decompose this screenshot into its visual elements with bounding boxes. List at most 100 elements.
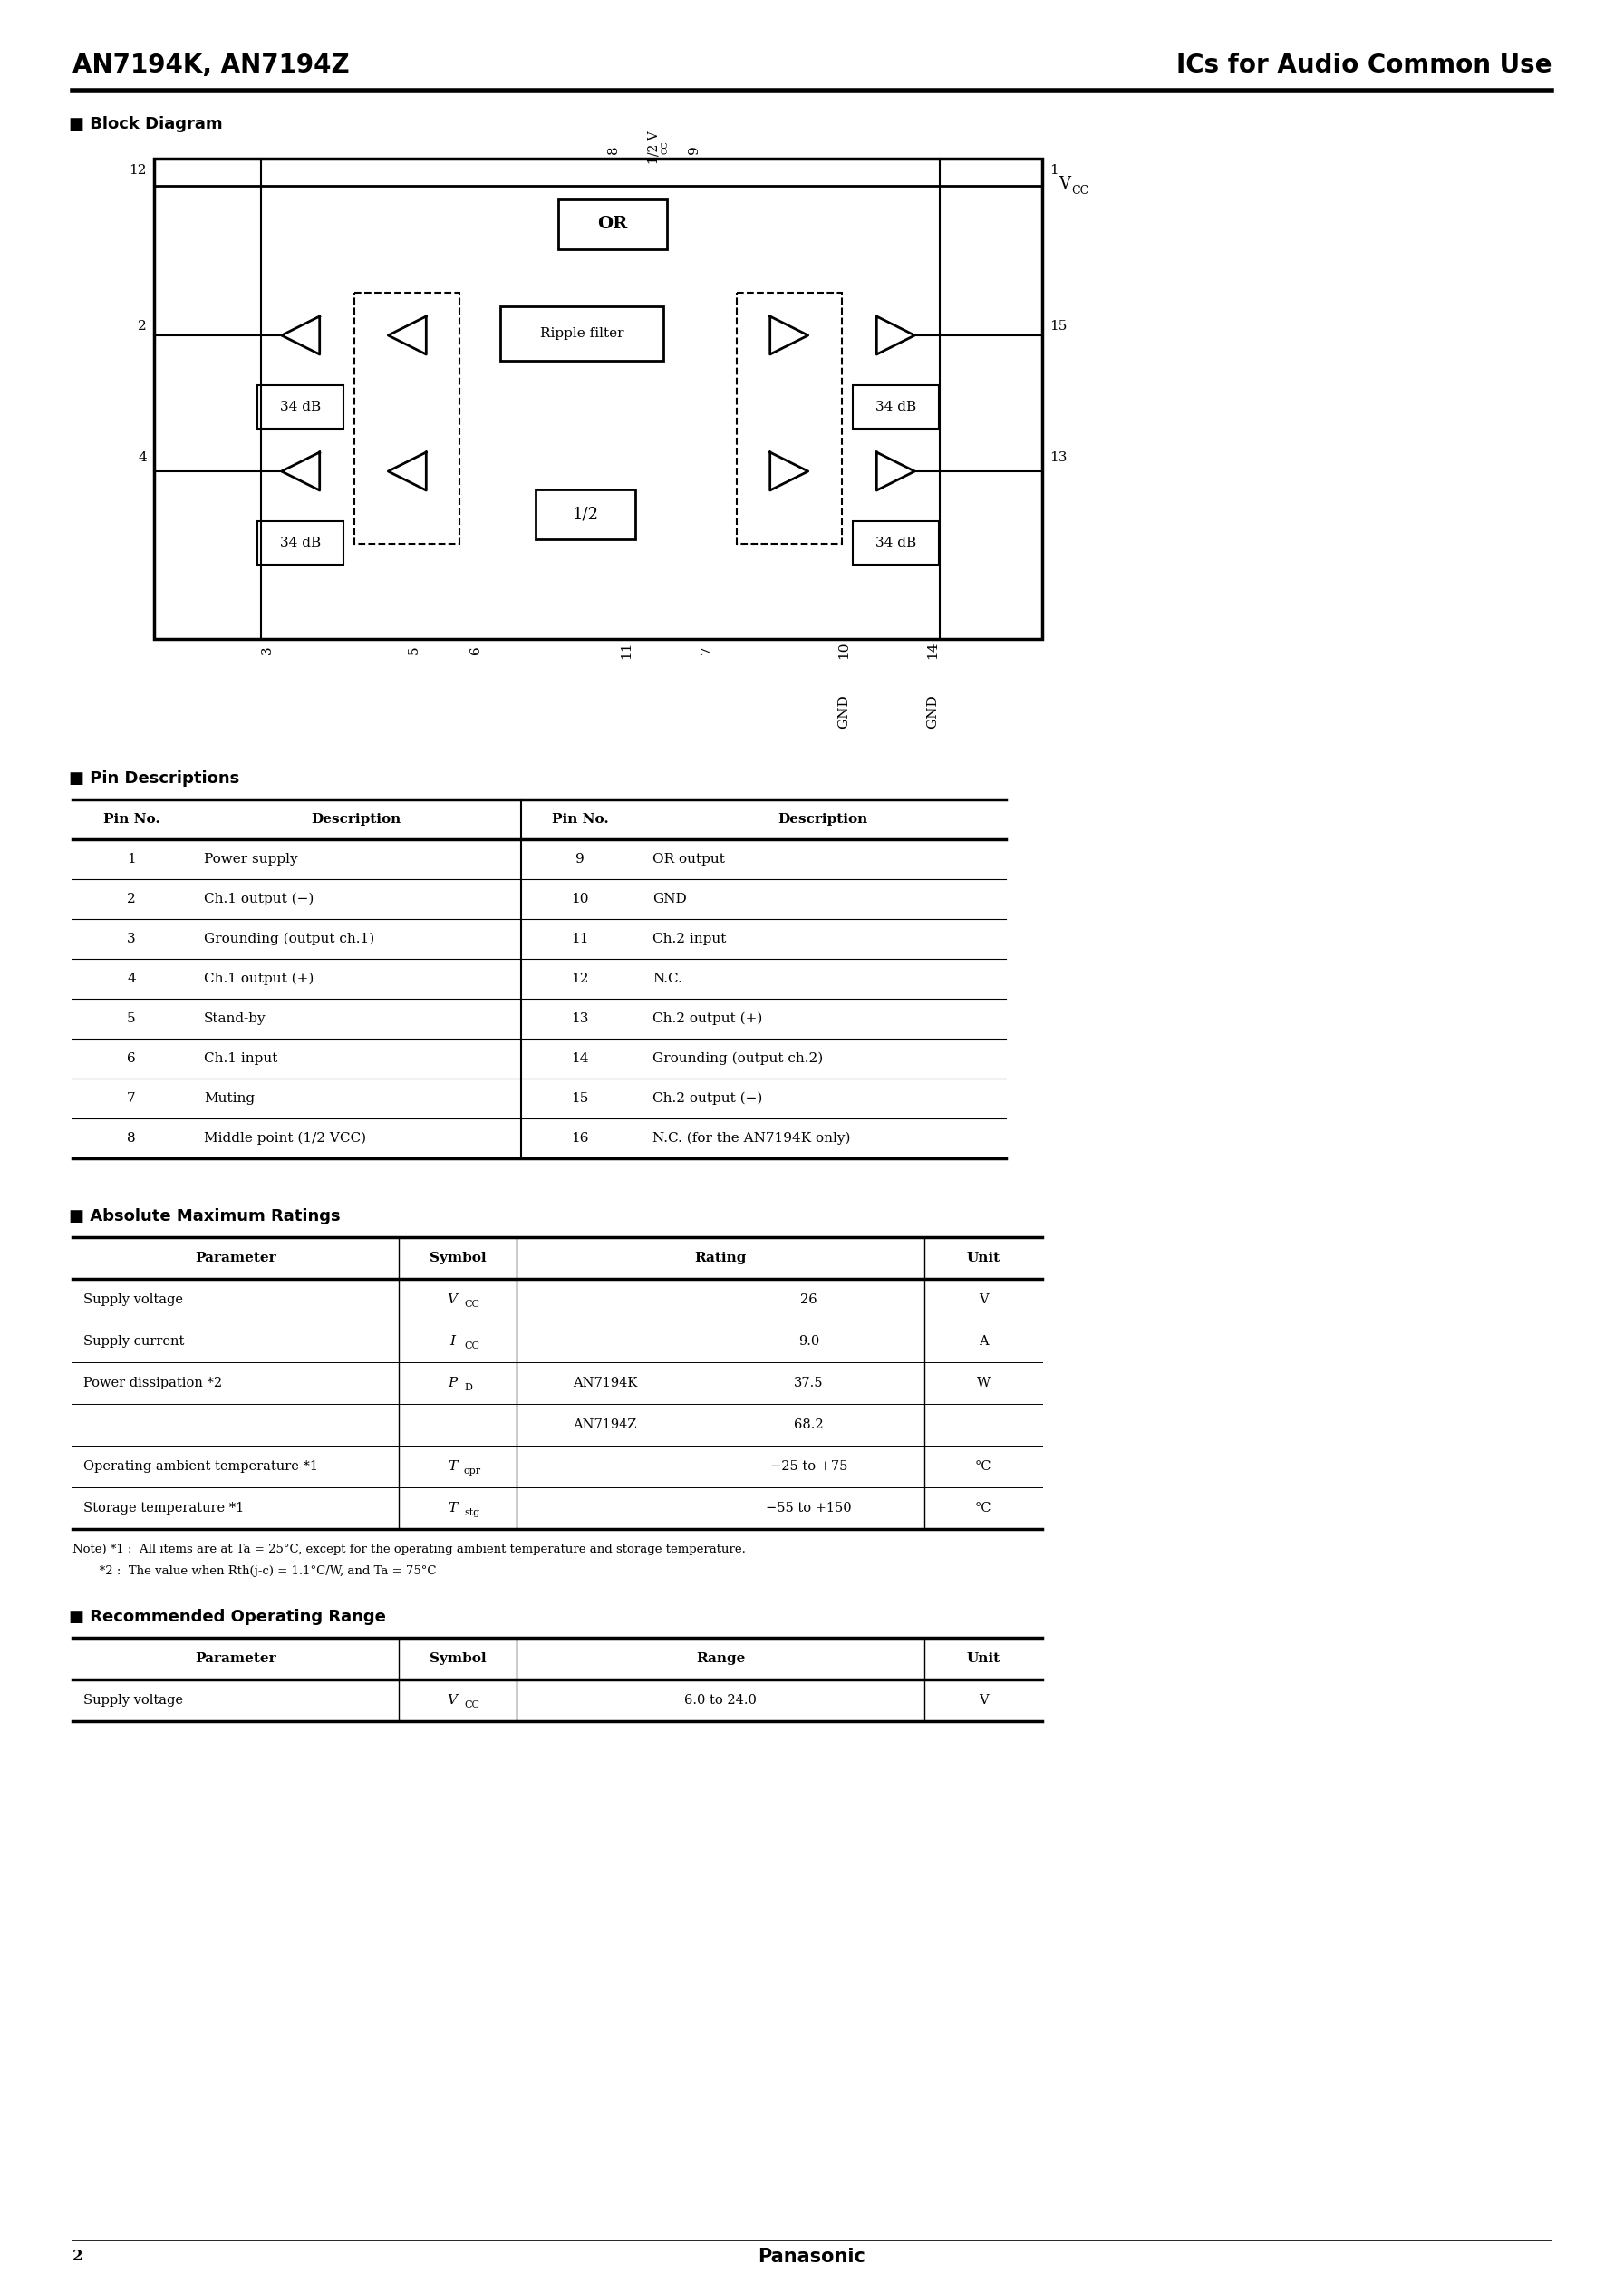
- Text: N.C.: N.C.: [653, 973, 682, 984]
- Text: ■ Pin Descriptions: ■ Pin Descriptions: [68, 771, 239, 787]
- Text: Supply voltage: Supply voltage: [83, 1294, 184, 1305]
- Text: Range: Range: [695, 1652, 745, 1665]
- Text: 15: 15: [572, 1092, 590, 1106]
- Text: GND: GND: [653, 892, 687, 906]
- Text: Unit: Unit: [966, 1253, 1000, 1264]
- Text: Grounding (output ch.2): Grounding (output ch.2): [653, 1053, 823, 1064]
- Text: 1/2: 1/2: [573, 507, 599, 523]
- Bar: [258, 521, 344, 564]
- Text: V: V: [979, 1294, 987, 1305]
- Bar: [536, 489, 635, 539]
- Bar: [737, 294, 841, 544]
- Text: Ripple filter: Ripple filter: [541, 328, 624, 340]
- Text: 1: 1: [127, 853, 136, 865]
- Text: 34 dB: 34 dB: [875, 401, 916, 413]
- Text: GND: GND: [838, 695, 851, 729]
- Text: CC: CC: [1072, 186, 1088, 197]
- Text: P: P: [448, 1376, 456, 1390]
- Text: Symbol: Symbol: [429, 1253, 486, 1264]
- Text: Ch.2 output (−): Ch.2 output (−): [653, 1092, 763, 1106]
- Text: V: V: [447, 1294, 458, 1305]
- Text: −25 to +75: −25 to +75: [770, 1461, 848, 1473]
- Text: CC: CC: [464, 1342, 479, 1351]
- Text: Note) *1 :  All items are at Ta = 25°C, except for the operating ambient tempera: Note) *1 : All items are at Ta = 25°C, e…: [73, 1544, 745, 1555]
- Text: 26: 26: [801, 1294, 817, 1305]
- Text: Stand-by: Stand-by: [205, 1012, 266, 1025]
- Bar: [853, 385, 939, 429]
- Text: 9: 9: [575, 853, 585, 865]
- Text: Grounding (output ch.1): Grounding (output ch.1): [205, 931, 375, 945]
- Text: −55 to +150: −55 to +150: [767, 1503, 851, 1514]
- Text: 6: 6: [469, 645, 482, 654]
- Text: 14: 14: [927, 640, 939, 658]
- Text: Pin No.: Pin No.: [102, 812, 159, 826]
- Bar: [154, 158, 1043, 640]
- Text: CC: CC: [661, 140, 669, 154]
- Text: °C: °C: [974, 1461, 992, 1473]
- Text: ICs for Audio Common Use: ICs for Audio Common Use: [1176, 53, 1551, 78]
- Text: opr: opr: [464, 1466, 481, 1475]
- Text: A: A: [979, 1335, 987, 1349]
- Text: T: T: [448, 1503, 456, 1514]
- Text: AN7194K: AN7194K: [573, 1376, 637, 1390]
- Text: Pin No.: Pin No.: [552, 812, 609, 826]
- Text: 5: 5: [127, 1012, 136, 1025]
- Text: ■ Recommended Operating Range: ■ Recommended Operating Range: [68, 1608, 387, 1624]
- Text: stg: stg: [464, 1507, 479, 1516]
- Text: Supply voltage: Supply voltage: [83, 1693, 184, 1707]
- Text: 14: 14: [572, 1053, 590, 1064]
- Text: Muting: Muting: [205, 1092, 255, 1106]
- Text: Supply current: Supply current: [83, 1335, 184, 1349]
- Text: Unit: Unit: [966, 1652, 1000, 1665]
- Text: 1/2 V: 1/2 V: [648, 131, 661, 165]
- Text: Storage temperature *1: Storage temperature *1: [83, 1503, 244, 1514]
- Text: 7: 7: [127, 1092, 136, 1106]
- Text: 3: 3: [127, 934, 136, 945]
- Text: 15: 15: [1049, 319, 1067, 333]
- Text: 7: 7: [700, 645, 713, 654]
- Text: Symbol: Symbol: [429, 1652, 486, 1665]
- Text: 2: 2: [138, 319, 146, 333]
- Text: Ch.2 input: Ch.2 input: [653, 934, 726, 945]
- Text: Power supply: Power supply: [205, 853, 297, 865]
- Text: 13: 13: [1049, 452, 1067, 463]
- Text: Ch.1 input: Ch.1 input: [205, 1053, 278, 1064]
- Text: Panasonic: Panasonic: [758, 2248, 866, 2266]
- Bar: [354, 294, 460, 544]
- Text: 3: 3: [260, 645, 273, 654]
- Text: 2: 2: [73, 2248, 83, 2264]
- Text: 4: 4: [127, 973, 136, 984]
- Bar: [559, 200, 667, 250]
- Text: 8: 8: [127, 1131, 136, 1145]
- Text: 34 dB: 34 dB: [875, 537, 916, 548]
- Text: 68.2: 68.2: [794, 1418, 823, 1431]
- Text: 34 dB: 34 dB: [281, 537, 322, 548]
- Text: OR: OR: [598, 216, 627, 232]
- Text: 10: 10: [572, 892, 590, 906]
- Text: AN7194Z: AN7194Z: [573, 1418, 637, 1431]
- Text: ■ Absolute Maximum Ratings: ■ Absolute Maximum Ratings: [68, 1209, 341, 1225]
- Text: 11: 11: [620, 640, 633, 658]
- Text: CC: CC: [464, 1301, 479, 1310]
- Text: 6.0 to 24.0: 6.0 to 24.0: [684, 1693, 757, 1707]
- Bar: [853, 521, 939, 564]
- Text: 34 dB: 34 dB: [281, 401, 322, 413]
- Text: 12: 12: [572, 973, 590, 984]
- Text: Ch.2 output (+): Ch.2 output (+): [653, 1012, 763, 1025]
- Text: Middle point (1/2 VCC): Middle point (1/2 VCC): [205, 1131, 367, 1145]
- Text: GND: GND: [927, 695, 939, 729]
- Text: 37.5: 37.5: [794, 1376, 823, 1390]
- Text: V: V: [447, 1693, 458, 1707]
- Text: 5: 5: [408, 645, 421, 654]
- Text: 2: 2: [127, 892, 136, 906]
- Text: 13: 13: [572, 1012, 590, 1025]
- Text: I: I: [450, 1335, 455, 1349]
- Text: Power dissipation *2: Power dissipation *2: [83, 1376, 222, 1390]
- Text: 8: 8: [607, 145, 620, 154]
- Bar: [258, 385, 344, 429]
- Text: °C: °C: [974, 1503, 992, 1514]
- Text: 12: 12: [130, 165, 146, 177]
- Text: 9: 9: [687, 145, 700, 154]
- Text: W: W: [976, 1376, 991, 1390]
- Text: 16: 16: [572, 1131, 590, 1145]
